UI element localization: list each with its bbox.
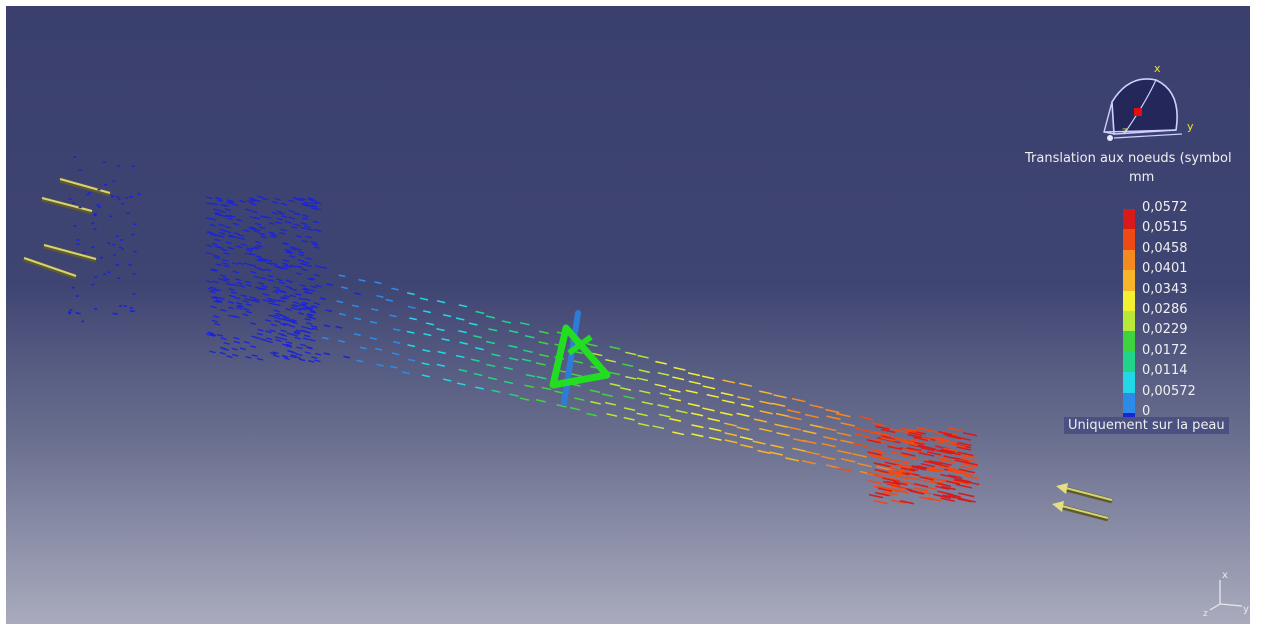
applied-load-arrows-right bbox=[1052, 483, 1113, 522]
legend-swatch bbox=[1123, 290, 1135, 312]
restraint-triangle bbox=[549, 324, 611, 389]
3d-viewport[interactable]: x y z Translation aux noeuds (symbol mm … bbox=[6, 6, 1250, 624]
compass-center-marker bbox=[1134, 108, 1142, 116]
legend-value: 0,0286 bbox=[1142, 302, 1188, 317]
legend-swatch bbox=[1123, 331, 1135, 353]
legend-value: 0 bbox=[1142, 404, 1151, 419]
legend-swatch bbox=[1123, 249, 1135, 271]
legend-value: 0,00572 bbox=[1142, 383, 1196, 399]
legend-value: 0,0401 bbox=[1142, 261, 1188, 277]
legend-title: Translation aux noeuds (symbol bbox=[1025, 151, 1232, 166]
legend-unit: mm bbox=[1129, 170, 1155, 185]
restraint-axis bbox=[561, 310, 581, 406]
beam-displacement-vectors bbox=[205, 195, 980, 505]
axis-x-label: x bbox=[1222, 570, 1228, 581]
legend-swatch bbox=[1123, 392, 1135, 414]
restraint-tick bbox=[567, 334, 593, 356]
legend-swatch bbox=[1123, 229, 1135, 251]
legend-swatch bbox=[1123, 311, 1135, 332]
legend-swatch bbox=[1123, 209, 1135, 230]
legend-swatch bbox=[1123, 270, 1135, 292]
legend-swatch bbox=[1123, 351, 1135, 373]
legend-value: 0,0229 bbox=[1142, 322, 1188, 338]
legend-footer: Uniquement sur la peau bbox=[1064, 417, 1229, 434]
legend-value: 0,0114 bbox=[1142, 363, 1188, 379]
restraint-symbol[interactable] bbox=[549, 310, 611, 406]
color-legend[interactable]: Translation aux noeuds (symbol mm 0,0572… bbox=[1022, 151, 1250, 441]
model-scene[interactable] bbox=[6, 6, 1250, 624]
clamp-nodes-left bbox=[68, 156, 141, 323]
compass-y-label: y bbox=[1187, 120, 1194, 133]
legend-value: 0,0458 bbox=[1142, 240, 1188, 256]
legend-swatch bbox=[1123, 372, 1135, 394]
axis-y-label: y bbox=[1243, 604, 1249, 615]
legend-value: 0,0172 bbox=[1142, 342, 1188, 358]
legend-value: 0,0572 bbox=[1142, 200, 1188, 215]
orientation-compass[interactable]: x y z bbox=[1094, 62, 1204, 152]
compass-z-label: z bbox=[1122, 126, 1127, 137]
axis-z-label: z bbox=[1203, 609, 1208, 618]
legend-value: 0,0515 bbox=[1142, 220, 1188, 236]
compass-x-label: x bbox=[1154, 62, 1161, 75]
applied-load-arrows-left bbox=[23, 177, 111, 280]
global-axis-triad: x y z bbox=[1203, 570, 1249, 618]
legend-value: 0,0343 bbox=[1142, 281, 1188, 297]
